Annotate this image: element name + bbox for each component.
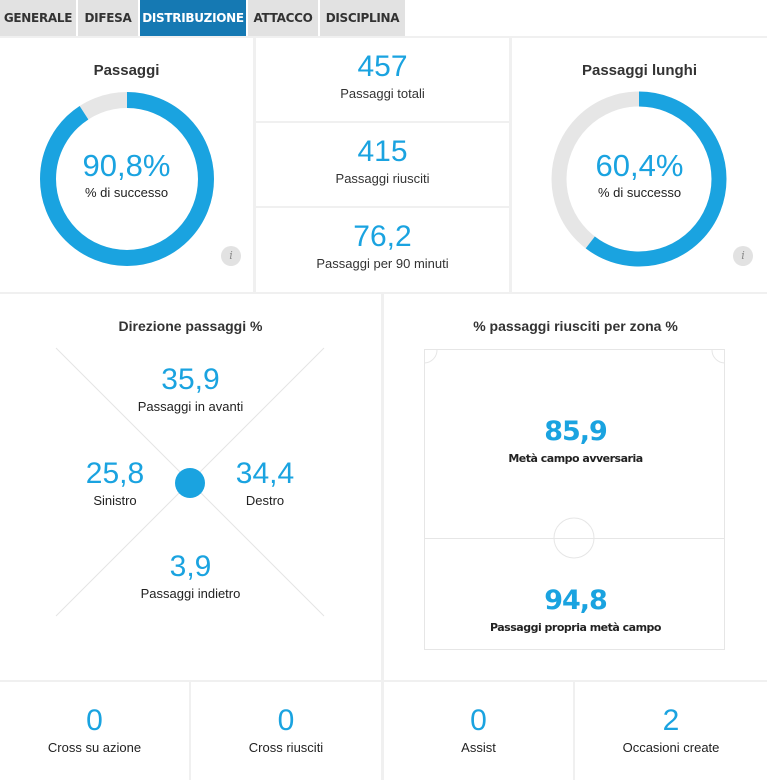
- pitch-outline: [424, 349, 725, 650]
- tab-generale[interactable]: GENERALE: [0, 0, 76, 36]
- avversaria-label: Metà campo avversaria: [508, 452, 643, 465]
- zona-card: % passaggi riusciti per zona % 85,9 Metà…: [384, 294, 767, 680]
- lunghi-ring-fill: [551, 91, 727, 267]
- passaggi-donut: [40, 92, 214, 266]
- stat-assist: 0 Assist: [384, 682, 573, 780]
- passaggi-label: % di successo: [84, 185, 169, 200]
- direzione-card: Direzione passaggi % 35,9 Passaggi in av…: [0, 294, 381, 680]
- stat-label: Cross su azione: [47, 740, 142, 755]
- info-icon[interactable]: i: [221, 246, 241, 266]
- stat-value: 76,2: [353, 220, 412, 253]
- stat-occasioni-create: 2 Occasioni create: [575, 682, 767, 780]
- destro-label: Destro: [245, 493, 285, 508]
- stat-passaggi-90: 76,2 Passaggi per 90 minuti: [256, 208, 509, 292]
- tab-bar: GENERALE DIFESA DISTRIBUZIONE ATTACCO DI…: [0, 0, 767, 36]
- tab-difesa[interactable]: DIFESA: [78, 0, 138, 36]
- indietro-value: 3,9: [169, 550, 212, 583]
- stat-value: 2: [662, 704, 680, 737]
- tab-attacco[interactable]: ATTACCO: [248, 0, 318, 36]
- stat-value: 415: [357, 135, 408, 168]
- corner-arc: [424, 349, 438, 364]
- tab-distribuzione[interactable]: DISTRIBUZIONE: [140, 0, 246, 36]
- zona-title: % passaggi riusciti per zona %: [473, 318, 678, 334]
- stat-cross-riusciti: 0 Cross riusciti: [191, 682, 381, 780]
- passaggi-lunghi-donut: [551, 91, 727, 267]
- passaggi-ring-fill: [40, 92, 214, 266]
- lunghi-label: % di successo: [597, 185, 682, 200]
- pitch-diagram: [384, 349, 767, 680]
- avversaria-value: 85,9: [544, 416, 608, 447]
- passaggi-lunghi-card: Passaggi lunghi 60,4% % di successo i: [512, 38, 767, 292]
- stat-value: 457: [357, 50, 408, 83]
- direzione-title: Direzione passaggi %: [118, 318, 263, 334]
- corner-arc: [711, 349, 725, 364]
- passaggi-value: 90,8%: [82, 148, 171, 183]
- stat-passaggi-totali: 457 Passaggi totali: [256, 38, 509, 121]
- stat-passaggi-riusciti: 415 Passaggi riusciti: [256, 123, 509, 206]
- tab-disciplina[interactable]: DISCIPLINA: [320, 0, 405, 36]
- sinistro-value: 25,8: [85, 457, 145, 490]
- stat-value: 0: [86, 704, 103, 737]
- stat-cross-su-azione: 0 Cross su azione: [0, 682, 189, 780]
- stat-label: Occasioni create: [622, 740, 720, 755]
- direction-cross: [55, 347, 325, 617]
- stat-value: 0: [470, 704, 487, 737]
- avanti-label: Passaggi in avanti: [137, 399, 244, 414]
- stat-label: Passaggi per 90 minuti: [316, 256, 449, 271]
- indietro-label: Passaggi indietro: [140, 586, 241, 601]
- lunghi-value: 60,4%: [595, 148, 684, 183]
- center-circle: [553, 517, 595, 559]
- center-dot: [175, 468, 205, 498]
- stat-label: Assist: [461, 740, 496, 755]
- stat-label: Passaggi riusciti: [335, 171, 430, 186]
- passaggi-card: Passaggi 90,8% % di successo i: [0, 38, 253, 292]
- passaggi-title: Passaggi: [93, 62, 160, 79]
- stat-value: 0: [277, 704, 295, 737]
- stat-label: Passaggi totali: [340, 86, 425, 101]
- destro-value: 34,4: [235, 457, 295, 490]
- stat-label: Cross riusciti: [248, 740, 324, 755]
- info-icon[interactable]: i: [733, 246, 753, 266]
- avanti-value: 35,9: [161, 363, 220, 396]
- sinistro-label: Sinistro: [93, 493, 137, 508]
- propria-value: 94,8: [544, 585, 608, 616]
- propria-label: Passaggi propria metà campo: [489, 621, 662, 634]
- passaggi-lunghi-title: Passaggi lunghi: [581, 62, 698, 79]
